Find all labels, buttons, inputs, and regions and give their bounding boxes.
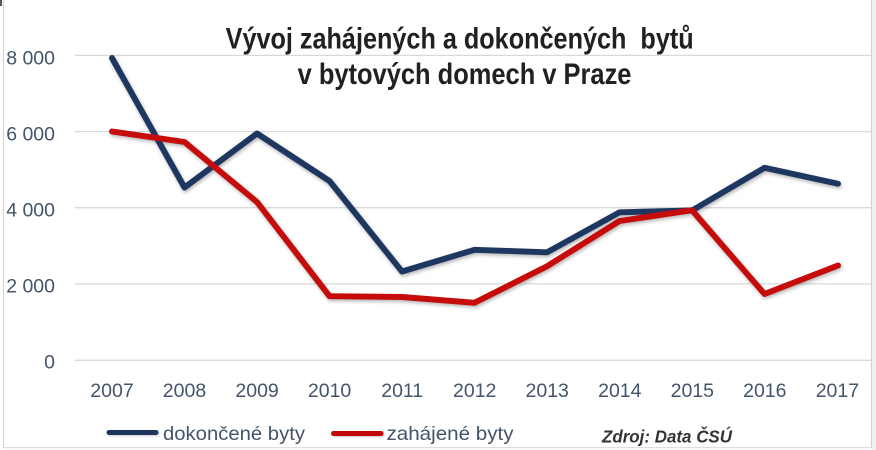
svg-text:2013: 2013 xyxy=(526,380,569,402)
svg-text:2009: 2009 xyxy=(235,380,278,402)
svg-text:2012: 2012 xyxy=(453,380,496,402)
svg-text:2010: 2010 xyxy=(308,380,352,402)
svg-text:2008: 2008 xyxy=(163,380,206,402)
svg-text:Vývoj zahájených a dokončených: Vývoj zahájených a dokončených bytů xyxy=(226,21,694,54)
svg-text:zahájené byty: zahájené byty xyxy=(387,423,514,445)
svg-text:2014: 2014 xyxy=(598,380,642,402)
svg-text:dokončené byty: dokončené byty xyxy=(163,423,305,445)
svg-text:2015: 2015 xyxy=(671,380,715,402)
svg-text:2011: 2011 xyxy=(381,380,423,402)
svg-text:8 000: 8 000 xyxy=(6,47,55,69)
svg-text:2017: 2017 xyxy=(816,380,859,402)
svg-text:6 000: 6 000 xyxy=(6,123,55,145)
svg-text:2 000: 2 000 xyxy=(6,275,55,297)
svg-text:0: 0 xyxy=(44,351,55,373)
svg-text:v bytových domech v Praze: v bytových domech v Praze xyxy=(298,57,632,90)
svg-text:2016: 2016 xyxy=(743,380,786,402)
svg-text:Zdroj: Data ČSÚ: Zdroj: Data ČSÚ xyxy=(601,426,732,447)
svg-text:4 000: 4 000 xyxy=(6,199,55,221)
svg-text:2007: 2007 xyxy=(90,380,133,402)
